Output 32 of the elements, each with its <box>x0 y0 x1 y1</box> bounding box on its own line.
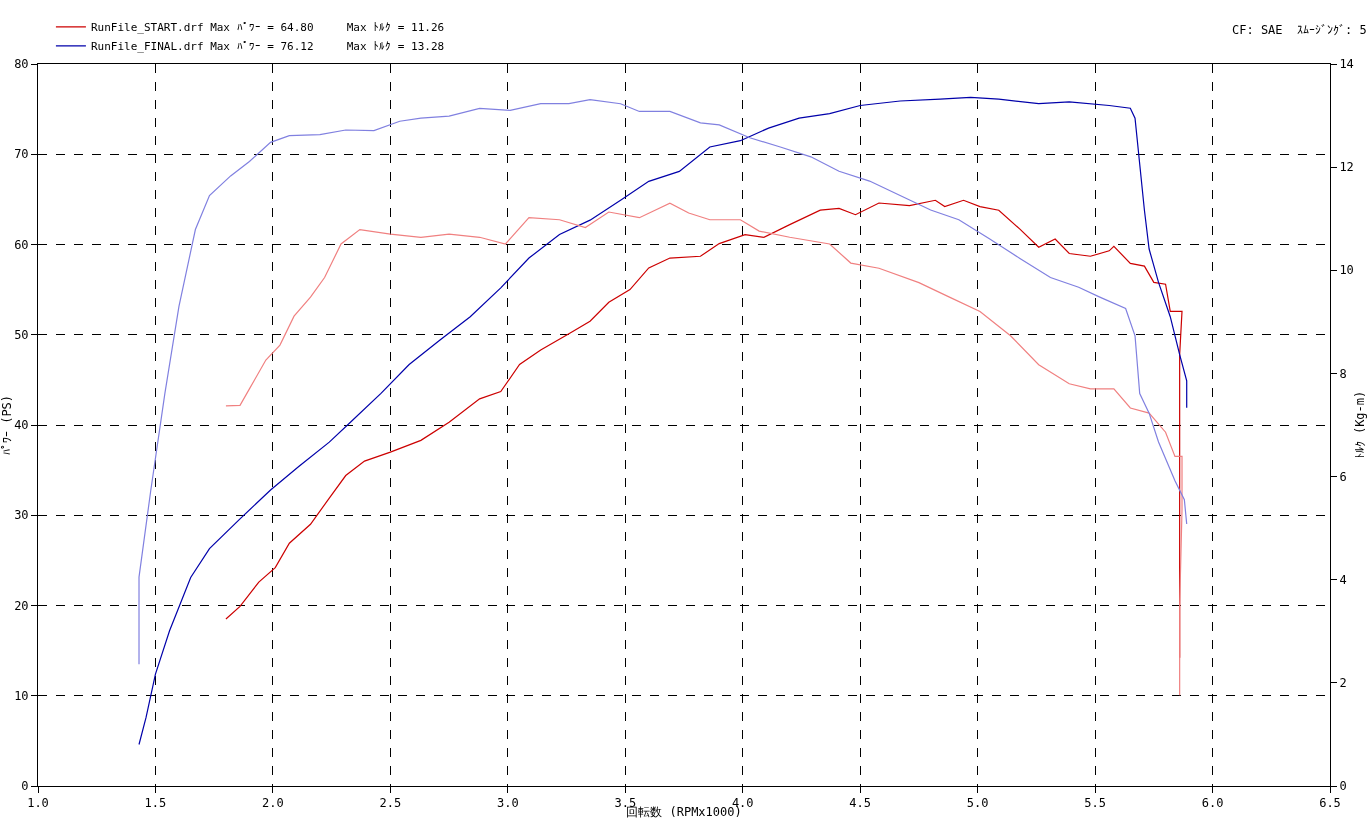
x-tick-label: 6.5 <box>1319 796 1341 811</box>
y2-tick-label: 6 <box>1339 469 1347 484</box>
x-tick-label: 1.5 <box>144 796 167 811</box>
y-tick-label: 70 <box>14 147 29 162</box>
y2-tick-label: 10 <box>1339 263 1354 278</box>
y-tick-label: 10 <box>14 688 29 703</box>
y2-tick-label: 4 <box>1339 572 1347 587</box>
y2-tick-label: 14 <box>1339 57 1354 72</box>
x-tick-label: 2.5 <box>379 796 402 811</box>
y-tick-label: 50 <box>14 327 29 342</box>
x-tick-label: 1.0 <box>27 796 49 811</box>
y-tick-label: 40 <box>14 418 29 433</box>
x-tick-label: 6.0 <box>1201 796 1224 811</box>
y-axis-title: ﾊﾟﾜｰ (PS) <box>0 394 14 456</box>
x-tick-label: 5.5 <box>1084 796 1106 811</box>
y2-tick-label: 0 <box>1339 779 1347 794</box>
y2-tick-label: 8 <box>1339 366 1347 381</box>
y-tick-label: 60 <box>14 237 29 252</box>
x-tick-label: 5.0 <box>966 796 989 811</box>
x-tick-label: 3.0 <box>496 796 519 811</box>
x-tick-label: 2.0 <box>262 796 284 811</box>
y-tick-label: 20 <box>14 598 29 613</box>
y-tick-label: 0 <box>21 779 29 794</box>
x-tick-label: 4.5 <box>849 796 872 811</box>
y2-tick-label: 2 <box>1339 676 1347 691</box>
y2-tick-label: 12 <box>1339 160 1354 175</box>
y-tick-label: 80 <box>14 57 29 72</box>
text: CF: SAE ｽﾑｰｼﾞﾝｸﾞ: 5 <box>1232 23 1367 37</box>
y2-axis-title: ﾄﾙｸ (Kg-m) <box>1352 390 1367 460</box>
legend-label: RunFile_FINAL.drf Max ﾊﾟﾜｰ = 76.12 Max ﾄﾙｸ = 13.28 <box>90 40 445 54</box>
legend-label: RunFile_START.drf Max ﾊﾟﾜｰ = 64.80 Max ﾄﾙｸ = 11.26 <box>90 21 445 35</box>
y-tick-label: 30 <box>14 508 29 523</box>
